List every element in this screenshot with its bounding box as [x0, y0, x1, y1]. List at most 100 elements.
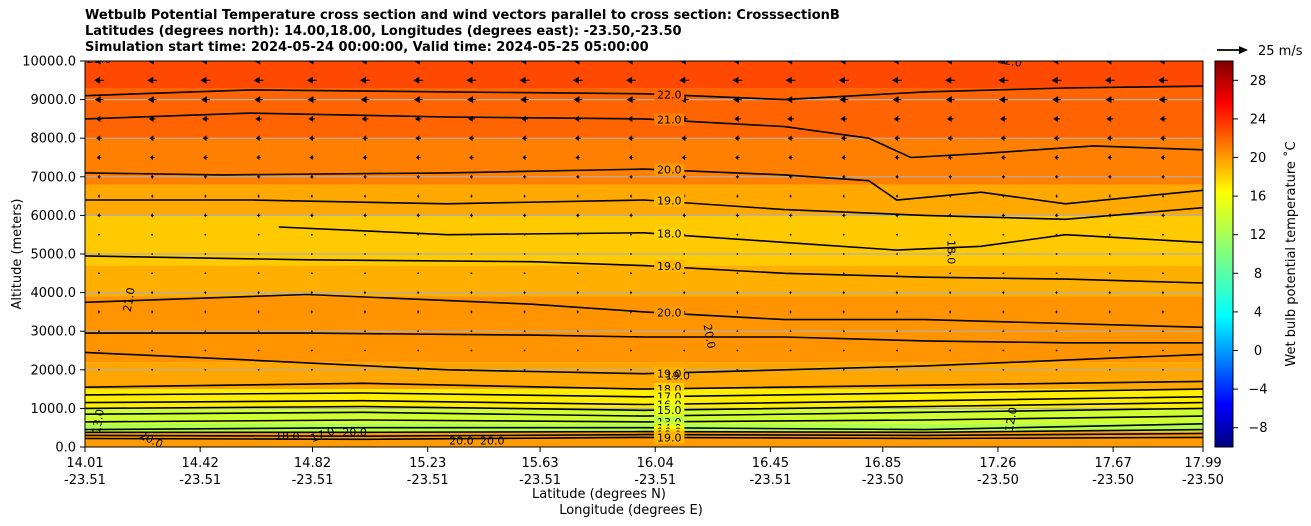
wind-arrow-119: [841, 154, 846, 161]
contour-line-0: [85, 85, 1203, 101]
wind-arrow-289: [949, 309, 952, 314]
wind-arrow-266: [842, 290, 845, 295]
fill-band-4: [85, 215, 1203, 266]
wind-arrow-169: [150, 213, 154, 218]
wind-arrow-57: [892, 96, 902, 104]
contour-label-bg-2: [654, 163, 685, 176]
wind-arrow-83: [1159, 115, 1167, 123]
wind-arrow-96: [734, 135, 741, 142]
wind-arrow-142: [948, 174, 952, 180]
contour-label-bg-8: [654, 367, 685, 380]
wind-arrow-97: [787, 135, 794, 142]
wind-arrow-130: [310, 174, 314, 180]
y-tick-label-9: 9000.0: [31, 93, 77, 108]
wind-arrow-330: [896, 349, 898, 352]
wind-arrow-69: [414, 115, 422, 123]
wind-arrow-281: [523, 309, 526, 314]
wind-arrow-295: [151, 330, 154, 333]
contour-extra-label-2: 18.0: [944, 240, 957, 265]
quiver-key-label: 25 m/s: [1258, 44, 1303, 59]
wind-arrow-351: [896, 368, 898, 371]
wind-arrow-122: [1001, 154, 1006, 161]
contour-line-2: [85, 168, 1203, 205]
wind-arrow-68: [361, 115, 369, 123]
wind-arrow-37: [945, 76, 956, 84]
wind-arrow-136: [629, 174, 633, 180]
contour-line-5: [85, 255, 1203, 284]
wind-arrow-241: [630, 272, 632, 275]
wind-arrow-175: [469, 213, 474, 218]
wind-arrow-36: [892, 76, 902, 84]
x-tick-label-lon-10: -23.50: [1182, 473, 1224, 488]
wind-arrow-332: [1002, 349, 1005, 352]
wind-arrow-55: [786, 96, 795, 104]
wind-arrow-303: [576, 330, 579, 333]
wind-arrow-193: [310, 233, 313, 236]
x-tick-label-lon-8: -23.50: [977, 473, 1019, 488]
wind-arrow-137: [682, 174, 686, 180]
wind-arrow-202: [789, 233, 792, 236]
wind-arrow-265: [789, 290, 792, 295]
colorbar-tick-label-2: 20: [1250, 151, 1267, 166]
wind-arrow-343: [470, 368, 473, 371]
wind-arrow-334: [1108, 349, 1111, 352]
wind-arrow-88: [309, 135, 315, 142]
wind-arrow-256: [310, 290, 313, 295]
contour-extra-label-6: 13.0: [90, 408, 107, 434]
wind-arrow-171: [256, 213, 261, 218]
contour-label-3: 19.0: [657, 195, 682, 208]
y-tick-label-6: 6000.0: [31, 209, 77, 224]
wind-arrow-189: [98, 233, 100, 236]
wind-arrow-259: [470, 290, 473, 295]
x-tick-label-lat-3: 15.23: [409, 456, 446, 471]
wind-arrow-301: [470, 330, 473, 333]
colorbar-tick-label-1: 24: [1250, 112, 1267, 127]
wind-arrow-286: [789, 309, 792, 314]
wind-arrow-8: [520, 61, 529, 65]
wind-arrow-4: [307, 61, 317, 65]
wind-arrow-247: [949, 272, 952, 275]
contour-line-13: [85, 407, 1203, 417]
colorbar-tick-label-8: −4: [1248, 383, 1267, 398]
wind-arrow-199: [630, 233, 632, 236]
wind-arrow-116: [682, 154, 687, 161]
wind-arrow-60: [1052, 96, 1061, 104]
wind-arrow-312: [1055, 330, 1058, 333]
wind-arrow-318: [257, 349, 260, 352]
x-tick-label-lon-9: -23.50: [1092, 473, 1134, 488]
wind-arrow-341: [364, 368, 366, 371]
wind-arrow-31: [626, 76, 636, 84]
colorbar-tick-label-7: 0: [1254, 344, 1262, 359]
colorbar-tick-label-5: 8: [1254, 267, 1262, 282]
wind-arrow-43: [147, 96, 157, 104]
x-tick-label-lat-8: 17.26: [979, 456, 1016, 471]
contour-line-16: [85, 428, 1203, 434]
wind-arrow-251: [1162, 272, 1164, 275]
wind-arrow-179: [682, 213, 686, 218]
wind-arrow-214: [310, 253, 313, 255]
wind-arrow-30: [572, 76, 583, 84]
wind-arrow-100: [947, 135, 953, 142]
contour-extra-label-12: 20.0: [480, 435, 505, 448]
wind-arrow-280: [470, 309, 473, 314]
fill-band-8: [85, 389, 1203, 409]
wind-arrow-167: [1161, 194, 1165, 199]
wind-arrow-72: [574, 115, 582, 123]
wind-arrow-101: [1000, 135, 1007, 142]
contour-line-12: [85, 401, 1203, 412]
wind-arrow-19: [1105, 61, 1115, 65]
wind-arrow-147: [97, 194, 101, 199]
wind-arrow-201: [736, 233, 739, 236]
contour-label-18: 19.0: [657, 431, 682, 444]
wind-arrow-345: [576, 368, 579, 371]
x-tick-label-lat-9: 17.67: [1095, 456, 1132, 471]
wind-arrow-78: [893, 115, 901, 123]
wind-arrow-222: [736, 253, 739, 255]
wind-arrow-237: [417, 272, 420, 275]
colorbar-label: Wet bulb potential temperature ˚C: [1283, 141, 1299, 366]
wind-arrow-205: [949, 233, 952, 236]
wind-arrow-132: [416, 174, 420, 180]
wind-arrow-328: [789, 349, 792, 352]
wind-arrow-25: [306, 76, 317, 84]
wind-arrow-263: [683, 290, 686, 295]
